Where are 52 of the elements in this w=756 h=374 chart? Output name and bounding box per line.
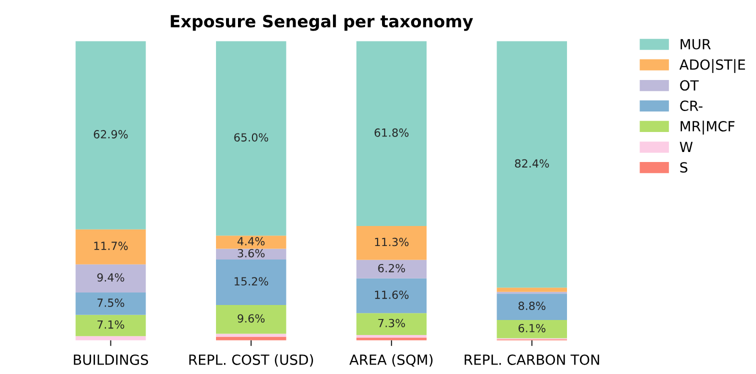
bar: [76, 292, 146, 315]
bar: [216, 336, 286, 340]
chart-title: Exposure Senegal per taxonomy: [170, 14, 474, 31]
x-tick-label: AREA (SQM): [349, 354, 433, 367]
bar: [356, 313, 427, 335]
data-label: 11.3%: [375, 238, 409, 246]
bar: [356, 260, 427, 278]
data-label: 11.7%: [94, 242, 128, 250]
data-label: 82.4%: [515, 159, 549, 168]
bar: [356, 334, 427, 338]
legend-label: CR-: [680, 100, 702, 112]
x-tick-label: BUILDINGS: [74, 354, 148, 365]
legend-label: MR|MCF: [680, 120, 734, 135]
data-label: 3.6%: [238, 248, 265, 258]
bar: [76, 229, 146, 264]
data-label: 61.8%: [374, 128, 409, 137]
data-label: 6.2%: [378, 264, 405, 272]
legend-label: S: [680, 162, 688, 173]
legend-label: OT: [680, 80, 699, 91]
bar: [356, 278, 427, 314]
bar: [356, 41, 427, 226]
bar: [496, 288, 567, 292]
data-label: 4.4%: [238, 237, 265, 246]
bar: [76, 41, 146, 230]
bar: [216, 41, 286, 236]
bar: [356, 338, 427, 340]
bar: [216, 305, 286, 334]
legend-label: ADO|ST|E: [679, 59, 745, 73]
bar: [496, 320, 567, 338]
bar: [216, 236, 286, 249]
x-tick-label: REPL. CARBON TON: [464, 354, 600, 365]
data-label: 65.0%: [234, 133, 268, 142]
data-label: 6.1%: [518, 324, 546, 332]
data-label: 9.4%: [97, 273, 124, 282]
bar: [216, 260, 286, 306]
bar: [76, 336, 146, 340]
data-label: 7.3%: [378, 318, 405, 328]
bar: [496, 294, 567, 320]
bar: [76, 264, 146, 292]
legend-label: W: [680, 142, 693, 152]
bar: [496, 41, 567, 288]
data-label: 7.1%: [98, 320, 124, 329]
data-label: 11.6%: [375, 290, 409, 299]
data-label: 8.8%: [518, 302, 546, 310]
data-label: 15.2%: [234, 277, 268, 286]
bar: [356, 226, 427, 260]
bar: [76, 314, 146, 336]
data-label: 62.9%: [94, 130, 128, 138]
legend-label: MUR: [680, 39, 711, 50]
x-tick-label: REPL. COST (USD): [189, 354, 314, 367]
data-label: 7.5%: [98, 298, 124, 307]
data-label: 9.6%: [238, 314, 265, 323]
